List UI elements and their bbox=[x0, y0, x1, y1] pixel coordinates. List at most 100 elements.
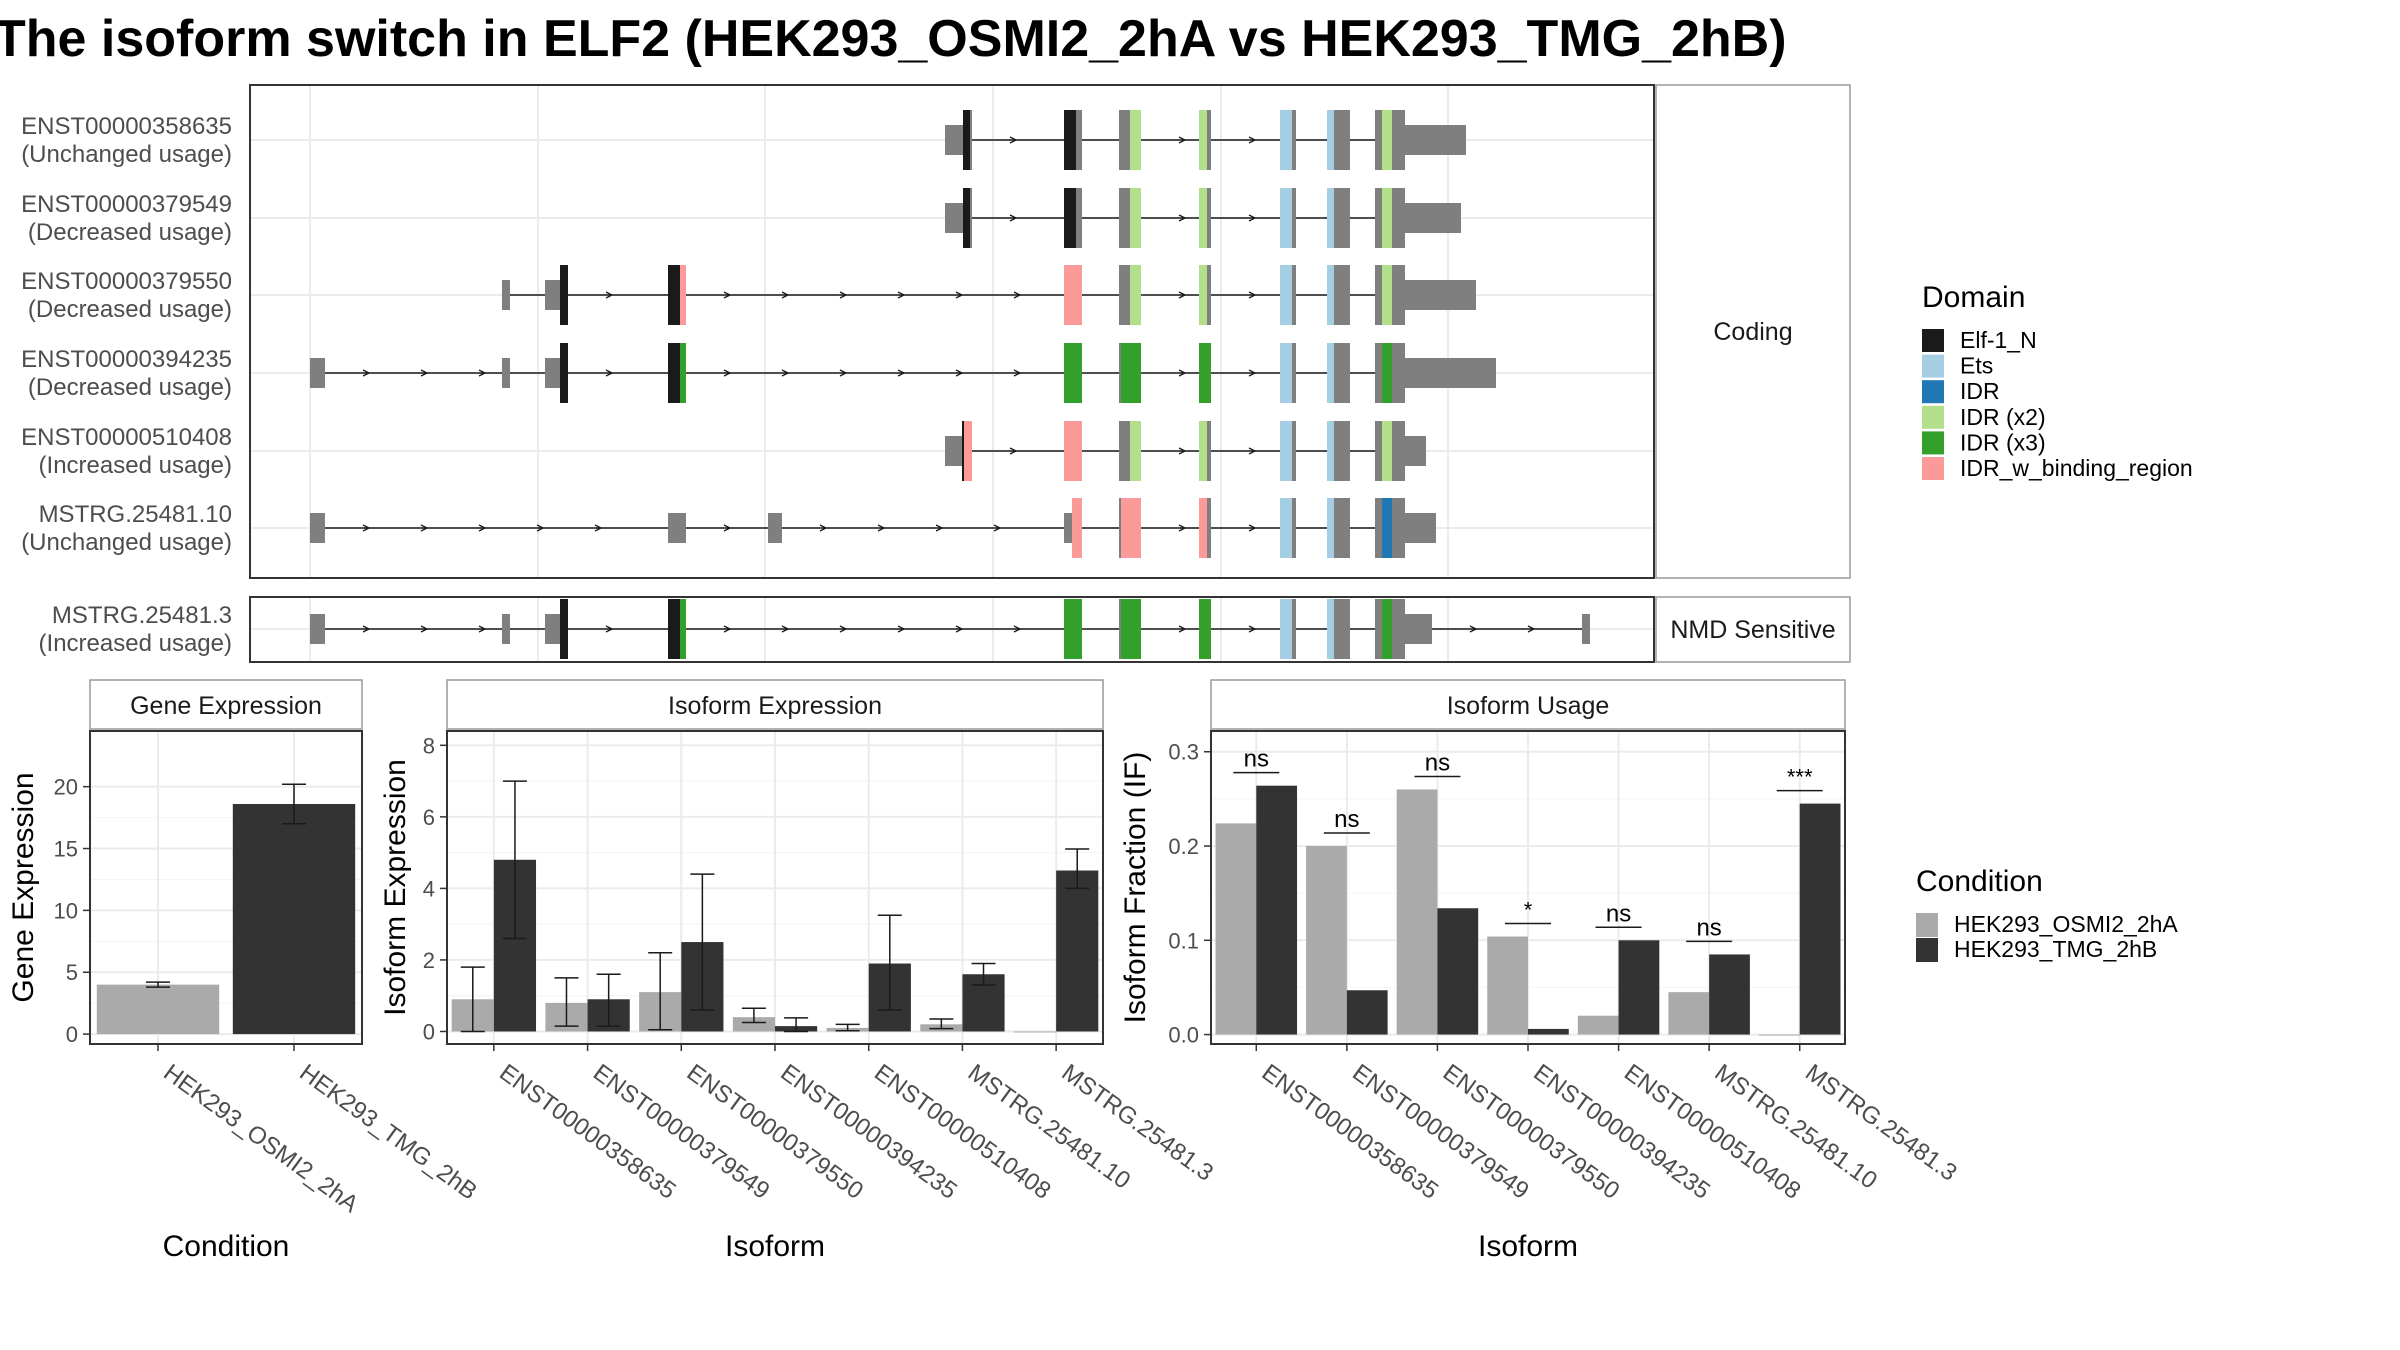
intron-arrow bbox=[819, 524, 828, 532]
y-tick-label: 5 bbox=[66, 960, 78, 985]
domain-segment bbox=[1327, 421, 1334, 481]
figure-title: The isoform switch in ELF2 (HEK293_OSMI2… bbox=[0, 10, 1787, 68]
intron-arrow bbox=[362, 625, 371, 633]
domain-segment bbox=[668, 343, 680, 403]
x-tick-label: MSTRG.25481.3 bbox=[1800, 1059, 1962, 1187]
x-tick-label: ENST00000510408 bbox=[869, 1059, 1055, 1205]
domain-segment bbox=[1064, 188, 1076, 248]
bar bbox=[1577, 1015, 1619, 1035]
domain-legend-label: IDR (x3) bbox=[1960, 429, 2046, 455]
bar bbox=[732, 1017, 775, 1032]
bar bbox=[1618, 940, 1660, 1035]
facet-strip-coding bbox=[1655, 84, 1851, 579]
domain-segment bbox=[1064, 599, 1082, 659]
domain-legend-swatch bbox=[1922, 380, 1944, 404]
x-tick-label: ENST00000394235 bbox=[775, 1059, 961, 1205]
bar bbox=[1256, 785, 1298, 1035]
utr-exon bbox=[945, 125, 963, 155]
utr-exon bbox=[1405, 436, 1426, 466]
intron-arrow bbox=[1013, 369, 1022, 377]
intron-arrow bbox=[605, 369, 614, 377]
condition-legend-label: HEK293_OSMI2_2hA bbox=[1954, 911, 2178, 937]
domain-segment bbox=[1064, 110, 1076, 170]
bar bbox=[1487, 936, 1528, 1035]
domain-segment bbox=[560, 599, 568, 659]
y-axis-title: Gene Expression bbox=[7, 772, 40, 1002]
significance-label: *** bbox=[1787, 765, 1813, 790]
domain-segment bbox=[1199, 498, 1207, 558]
domain-segment bbox=[963, 188, 970, 248]
intron-arrow bbox=[478, 625, 487, 633]
intron-arrow bbox=[897, 625, 906, 633]
significance-label: * bbox=[1524, 898, 1533, 923]
domain-segment bbox=[963, 110, 970, 170]
y-tick-label: 15 bbox=[54, 837, 78, 862]
bar bbox=[1346, 990, 1388, 1035]
domain-segment bbox=[668, 265, 680, 325]
coding-facet-panel bbox=[249, 84, 1655, 579]
domain-segment bbox=[1280, 498, 1292, 558]
intron-arrow bbox=[1178, 291, 1187, 299]
intron-arrow bbox=[723, 369, 732, 377]
x-tick-label: MSTRG.25481.10 bbox=[963, 1059, 1135, 1195]
intron-arrow bbox=[955, 291, 964, 299]
utr-exon bbox=[502, 614, 510, 644]
domain-legend-label: Ets bbox=[1960, 353, 1993, 379]
intron-arrow bbox=[877, 524, 886, 532]
domain-segment bbox=[1327, 498, 1334, 558]
significance-label: ns bbox=[1425, 749, 1450, 776]
domain-segment bbox=[680, 599, 686, 659]
domain-segment bbox=[1280, 421, 1292, 481]
domain-segment bbox=[1382, 188, 1392, 248]
panel-border bbox=[89, 730, 363, 1045]
intron-arrow bbox=[1009, 214, 1018, 222]
intron-arrow bbox=[420, 625, 429, 633]
condition-legend-label: HEK293_TMG_2hB bbox=[1954, 936, 2157, 962]
transcript-id-label: ENST00000358635 bbox=[21, 113, 232, 140]
y-tick-label: 0.2 bbox=[1168, 834, 1199, 859]
domain-segment bbox=[560, 343, 568, 403]
domain-segment bbox=[1327, 343, 1334, 403]
domain-segment bbox=[668, 599, 680, 659]
panel-strip bbox=[1210, 679, 1846, 730]
domain-segment bbox=[1327, 188, 1334, 248]
intron-arrow bbox=[781, 291, 790, 299]
transcript-track bbox=[945, 188, 1461, 248]
transcript-id-label: MSTRG.25481.3 bbox=[52, 602, 232, 629]
domain-segment bbox=[1280, 265, 1292, 325]
bar bbox=[1215, 823, 1257, 1035]
utr-exon bbox=[768, 513, 782, 543]
intron-arrow bbox=[839, 369, 848, 377]
x-axis-title: Condition bbox=[163, 1230, 290, 1263]
bar bbox=[1758, 1034, 1800, 1036]
domain-segment bbox=[1382, 110, 1392, 170]
intron-arrow bbox=[420, 369, 429, 377]
bar-panel: Isoform Expression02468ENST00000358635EN… bbox=[379, 679, 1218, 1263]
domain-segment bbox=[560, 265, 568, 325]
intron-arrow bbox=[1013, 625, 1022, 633]
domain-segment bbox=[1382, 421, 1392, 481]
transcript-usage-label: (Increased usage) bbox=[39, 630, 232, 657]
utr-exon bbox=[545, 358, 560, 388]
domain-segment bbox=[1130, 188, 1141, 248]
utr-exon bbox=[502, 358, 510, 388]
domain-legend-label: IDR bbox=[1960, 378, 2000, 404]
domain-segment bbox=[1199, 343, 1211, 403]
intron-arrow bbox=[1248, 625, 1257, 633]
bar bbox=[1799, 803, 1841, 1035]
condition-legend-swatch bbox=[1916, 913, 1938, 937]
domain-legend-swatch bbox=[1922, 457, 1944, 480]
domain-legend-title: Domain bbox=[1922, 281, 2025, 314]
bar bbox=[1013, 1031, 1057, 1033]
condition-legend-swatch bbox=[1916, 938, 1938, 962]
domain-segment bbox=[1121, 343, 1141, 403]
domain-segment bbox=[680, 343, 686, 403]
domain-segment bbox=[1199, 265, 1207, 325]
intron-arrow bbox=[781, 625, 790, 633]
transcript-id-label: ENST00000379550 bbox=[21, 268, 232, 295]
significance-label: ns bbox=[1334, 806, 1359, 833]
x-tick-label: ENST00000379550 bbox=[682, 1059, 868, 1205]
bar bbox=[1668, 992, 1710, 1035]
